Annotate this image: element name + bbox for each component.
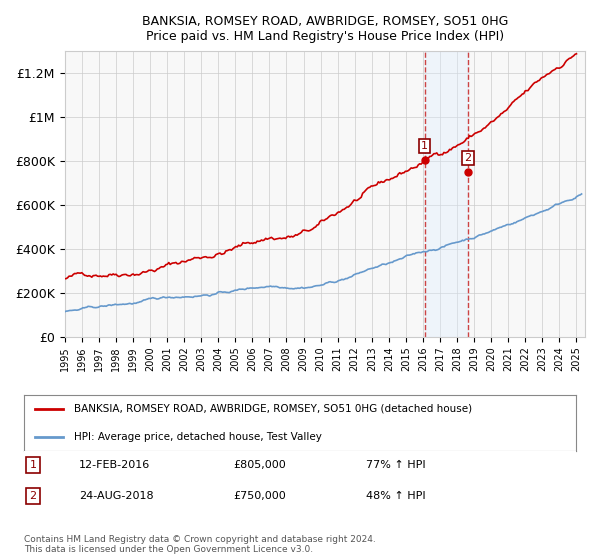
Text: 2: 2 [464, 153, 472, 163]
Text: BANKSIA, ROMSEY ROAD, AWBRIDGE, ROMSEY, SO51 0HG (detached house): BANKSIA, ROMSEY ROAD, AWBRIDGE, ROMSEY, … [74, 404, 472, 414]
Text: £750,000: £750,000 [234, 491, 287, 501]
Text: HPI: Average price, detached house, Test Valley: HPI: Average price, detached house, Test… [74, 432, 322, 442]
Text: 2: 2 [29, 491, 37, 501]
Text: 1: 1 [29, 460, 37, 470]
Text: 48% ↑ HPI: 48% ↑ HPI [366, 491, 426, 501]
Title: BANKSIA, ROMSEY ROAD, AWBRIDGE, ROMSEY, SO51 0HG
Price paid vs. HM Land Registry: BANKSIA, ROMSEY ROAD, AWBRIDGE, ROMSEY, … [142, 15, 508, 43]
Text: 24-AUG-2018: 24-AUG-2018 [79, 491, 154, 501]
Text: £805,000: £805,000 [234, 460, 287, 470]
Text: 77% ↑ HPI: 77% ↑ HPI [366, 460, 426, 470]
Text: 1: 1 [421, 141, 428, 151]
Text: Contains HM Land Registry data © Crown copyright and database right 2024.
This d: Contains HM Land Registry data © Crown c… [24, 535, 376, 554]
Bar [425, 51, 468, 337]
Text: 12-FEB-2016: 12-FEB-2016 [79, 460, 151, 470]
